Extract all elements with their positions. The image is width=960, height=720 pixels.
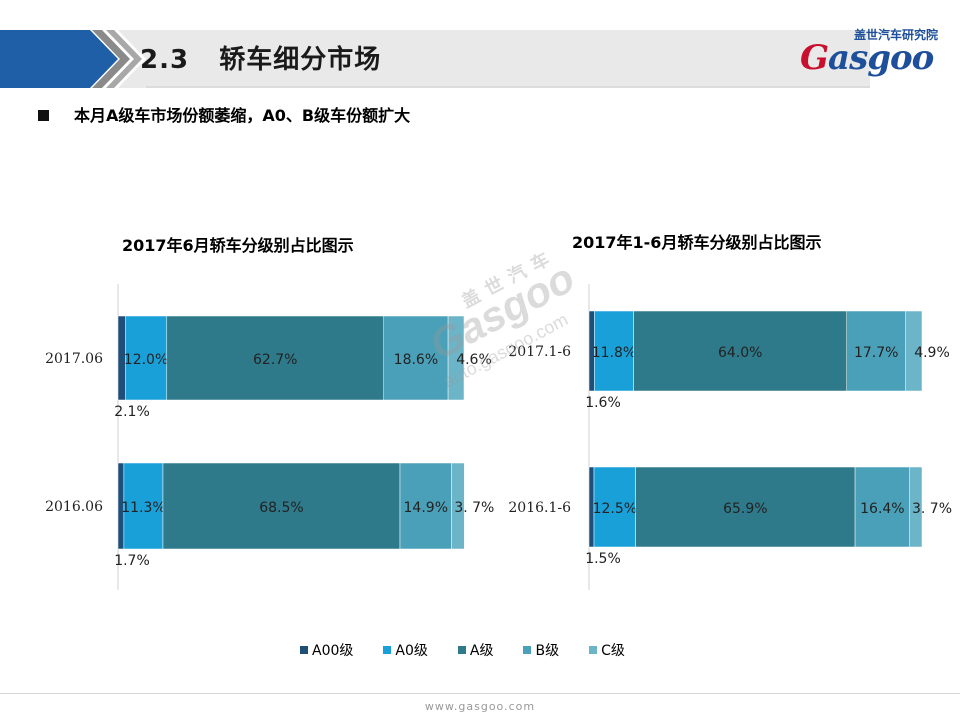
section-number: 2.3 <box>140 45 190 75</box>
legend-swatch <box>589 646 598 654</box>
bar-segment <box>447 315 465 401</box>
data-label: 65.9% <box>723 501 767 517</box>
data-label: 1.5% <box>585 551 621 567</box>
legend-swatch <box>457 646 466 654</box>
bar-segment <box>594 310 634 392</box>
legend-swatch <box>523 646 532 654</box>
logo-cn-text: 盖世汽车研究院 <box>853 28 938 42</box>
data-label: 11.3% <box>121 500 165 516</box>
bar-segment <box>633 310 847 392</box>
legend-item: B级 <box>523 640 559 660</box>
legend-item: C级 <box>589 640 625 660</box>
logo-wordmark: Gasgoo <box>800 38 934 78</box>
bullet-text: 本月A级车市场份额萎缩，A0、B级车份额扩大 <box>74 106 411 125</box>
bullet-square-icon <box>38 110 49 121</box>
header-band <box>0 30 870 88</box>
legend-item: A0级 <box>383 640 428 660</box>
data-label: 14.9% <box>404 500 448 516</box>
data-label: 4.9% <box>914 345 950 361</box>
data-label: 64.0% <box>718 345 762 361</box>
legend-label: A级 <box>469 643 494 659</box>
legend-item: A00级 <box>300 640 353 660</box>
data-label: 17.7% <box>854 345 898 361</box>
bar-segment <box>593 466 636 548</box>
bar-segment <box>909 466 923 548</box>
data-label: 4.6% <box>456 352 492 368</box>
data-label: 3. 7% <box>454 500 494 516</box>
data-label: 16.4% <box>860 501 904 517</box>
legend-item: A级 <box>457 640 494 660</box>
data-label: 18.6% <box>394 352 438 368</box>
data-label: 1.6% <box>585 395 621 411</box>
legend-label: C级 <box>601 643 625 659</box>
legend-label: A0级 <box>395 643 428 659</box>
category-label: 2016.06 <box>45 499 103 515</box>
bar-segment <box>854 466 910 548</box>
data-label: 11.8% <box>592 345 636 361</box>
legend-swatch <box>383 646 392 654</box>
bar-segment <box>451 462 465 550</box>
data-label: 68.5% <box>259 500 303 516</box>
footer-url: www.gasgoo.com <box>424 700 536 713</box>
bar-segment <box>635 466 856 548</box>
category-label: 2017.06 <box>45 351 103 367</box>
bar-segment <box>125 315 168 401</box>
header-band-graphic <box>0 30 870 88</box>
chart-title-right: 2017年1-6月轿车分级别占比图示 <box>572 233 822 252</box>
category-label: 2016.1-6 <box>508 500 571 516</box>
chart-title-left: 2017年6月轿车分级别占比图示 <box>122 236 354 255</box>
section-title: 轿车细分市场 <box>219 45 382 75</box>
gasgoo-logo: 盖世汽车研究院 Gasgoo <box>792 26 952 86</box>
chart-legend: A00级 A0级 A级 B级 C级 <box>300 640 655 660</box>
data-label: 62.7% <box>253 352 297 368</box>
data-label: 12.5% <box>593 501 637 517</box>
legend-swatch <box>300 646 308 654</box>
page-title: 2.3 轿车细分市场 <box>140 40 381 80</box>
data-label: 3. 7% <box>912 501 952 517</box>
data-label: 2.1% <box>114 404 150 420</box>
category-label: 2017.1-6 <box>508 344 571 360</box>
legend-label: A00级 <box>312 643 354 659</box>
bar-segment <box>123 462 164 550</box>
bar-segment <box>905 310 923 392</box>
footer-divider <box>0 693 960 694</box>
data-label: 12.0% <box>124 352 168 368</box>
legend-label: B级 <box>535 643 560 659</box>
bar-segment <box>162 462 401 550</box>
bar-segment <box>166 315 384 401</box>
data-label: 1.7% <box>114 553 150 569</box>
